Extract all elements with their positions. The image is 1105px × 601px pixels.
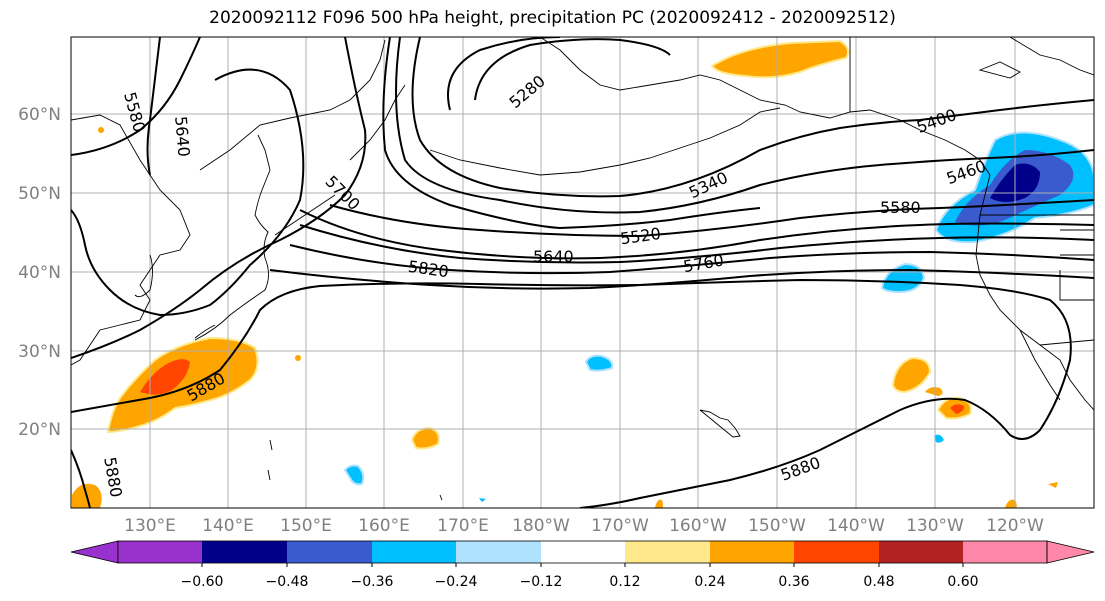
colorbar-segment — [118, 541, 202, 563]
contour-label: 5640 — [171, 115, 193, 157]
lon-label: 180°W — [512, 516, 570, 536]
colorbar-ticks: −0.60 −0.48 −0.36 −0.24 −0.12 0.12 0.24 … — [181, 574, 979, 590]
lon-label: 170°E — [437, 516, 489, 536]
lat-label: 50°N — [18, 184, 61, 204]
lon-label: 140°W — [827, 516, 885, 536]
colorbar-segment — [710, 541, 794, 563]
height-contours — [71, 37, 1094, 508]
colorbar-tick-label: 0.60 — [947, 574, 978, 590]
colorbar-tick-label: −0.60 — [181, 574, 224, 590]
lon-label: 140°E — [202, 516, 254, 536]
colorbar-tick-label: −0.48 — [266, 574, 309, 590]
colorbar-extend-min — [70, 540, 119, 564]
map-title: 2020092112 F096 500 hPa height, precipit… — [209, 8, 896, 28]
graticule — [71, 37, 1094, 508]
contour-labels: 5580 5640 5280 5700 5340 5400 5460 5580 … — [100, 71, 988, 499]
lon-label: 130°W — [906, 516, 964, 536]
lon-label: 120°W — [986, 516, 1044, 536]
colorbar-segment — [372, 541, 456, 563]
lat-label: 40°N — [18, 263, 61, 283]
contour-label: 5580 — [880, 198, 921, 217]
colorbar-segment — [625, 541, 710, 563]
lon-label: 160°E — [358, 516, 410, 536]
colorbar-tick-label: 0.12 — [609, 574, 640, 590]
colorbar-segment — [456, 541, 541, 563]
colorbar-frame — [117, 540, 1048, 564]
longitude-labels: 130°E 140°E 150°E 160°E 170°E 180°W 170°… — [124, 516, 1044, 536]
plot-frame — [70, 36, 1095, 509]
colorbar-tick-label: −0.24 — [435, 574, 478, 590]
colorbar-segment — [794, 541, 879, 563]
lat-label: 20°N — [18, 420, 61, 440]
lon-label: 170°W — [591, 516, 649, 536]
latitude-labels: 60°N 50°N 40°N 30°N 20°N — [18, 105, 61, 440]
colorbar-segment — [287, 541, 372, 563]
contour-label: 5640 — [533, 247, 574, 266]
colorbar-tick-label: 0.36 — [778, 574, 809, 590]
colorbar-tick-label: 0.48 — [863, 574, 894, 590]
lat-label: 60°N — [18, 105, 61, 125]
lon-label: 130°E — [124, 516, 176, 536]
colorbar-extend-max — [1046, 540, 1095, 564]
colorbar-segment — [879, 541, 963, 563]
lon-label: 150°E — [280, 516, 332, 536]
colorbar-tick-label: −0.36 — [351, 574, 394, 590]
colorbar-segment — [541, 541, 625, 563]
colorbar-tick-label: −0.12 — [520, 574, 563, 590]
coastlines — [71, 37, 1094, 501]
lat-label: 30°N — [18, 342, 61, 362]
colorbar-segment — [963, 541, 1047, 563]
colorbar-segment — [202, 541, 287, 563]
colorbar-tick-label: 0.24 — [694, 574, 725, 590]
lon-label: 160°W — [669, 516, 727, 536]
lon-label: 150°W — [748, 516, 806, 536]
colorbar — [70, 540, 1095, 567]
